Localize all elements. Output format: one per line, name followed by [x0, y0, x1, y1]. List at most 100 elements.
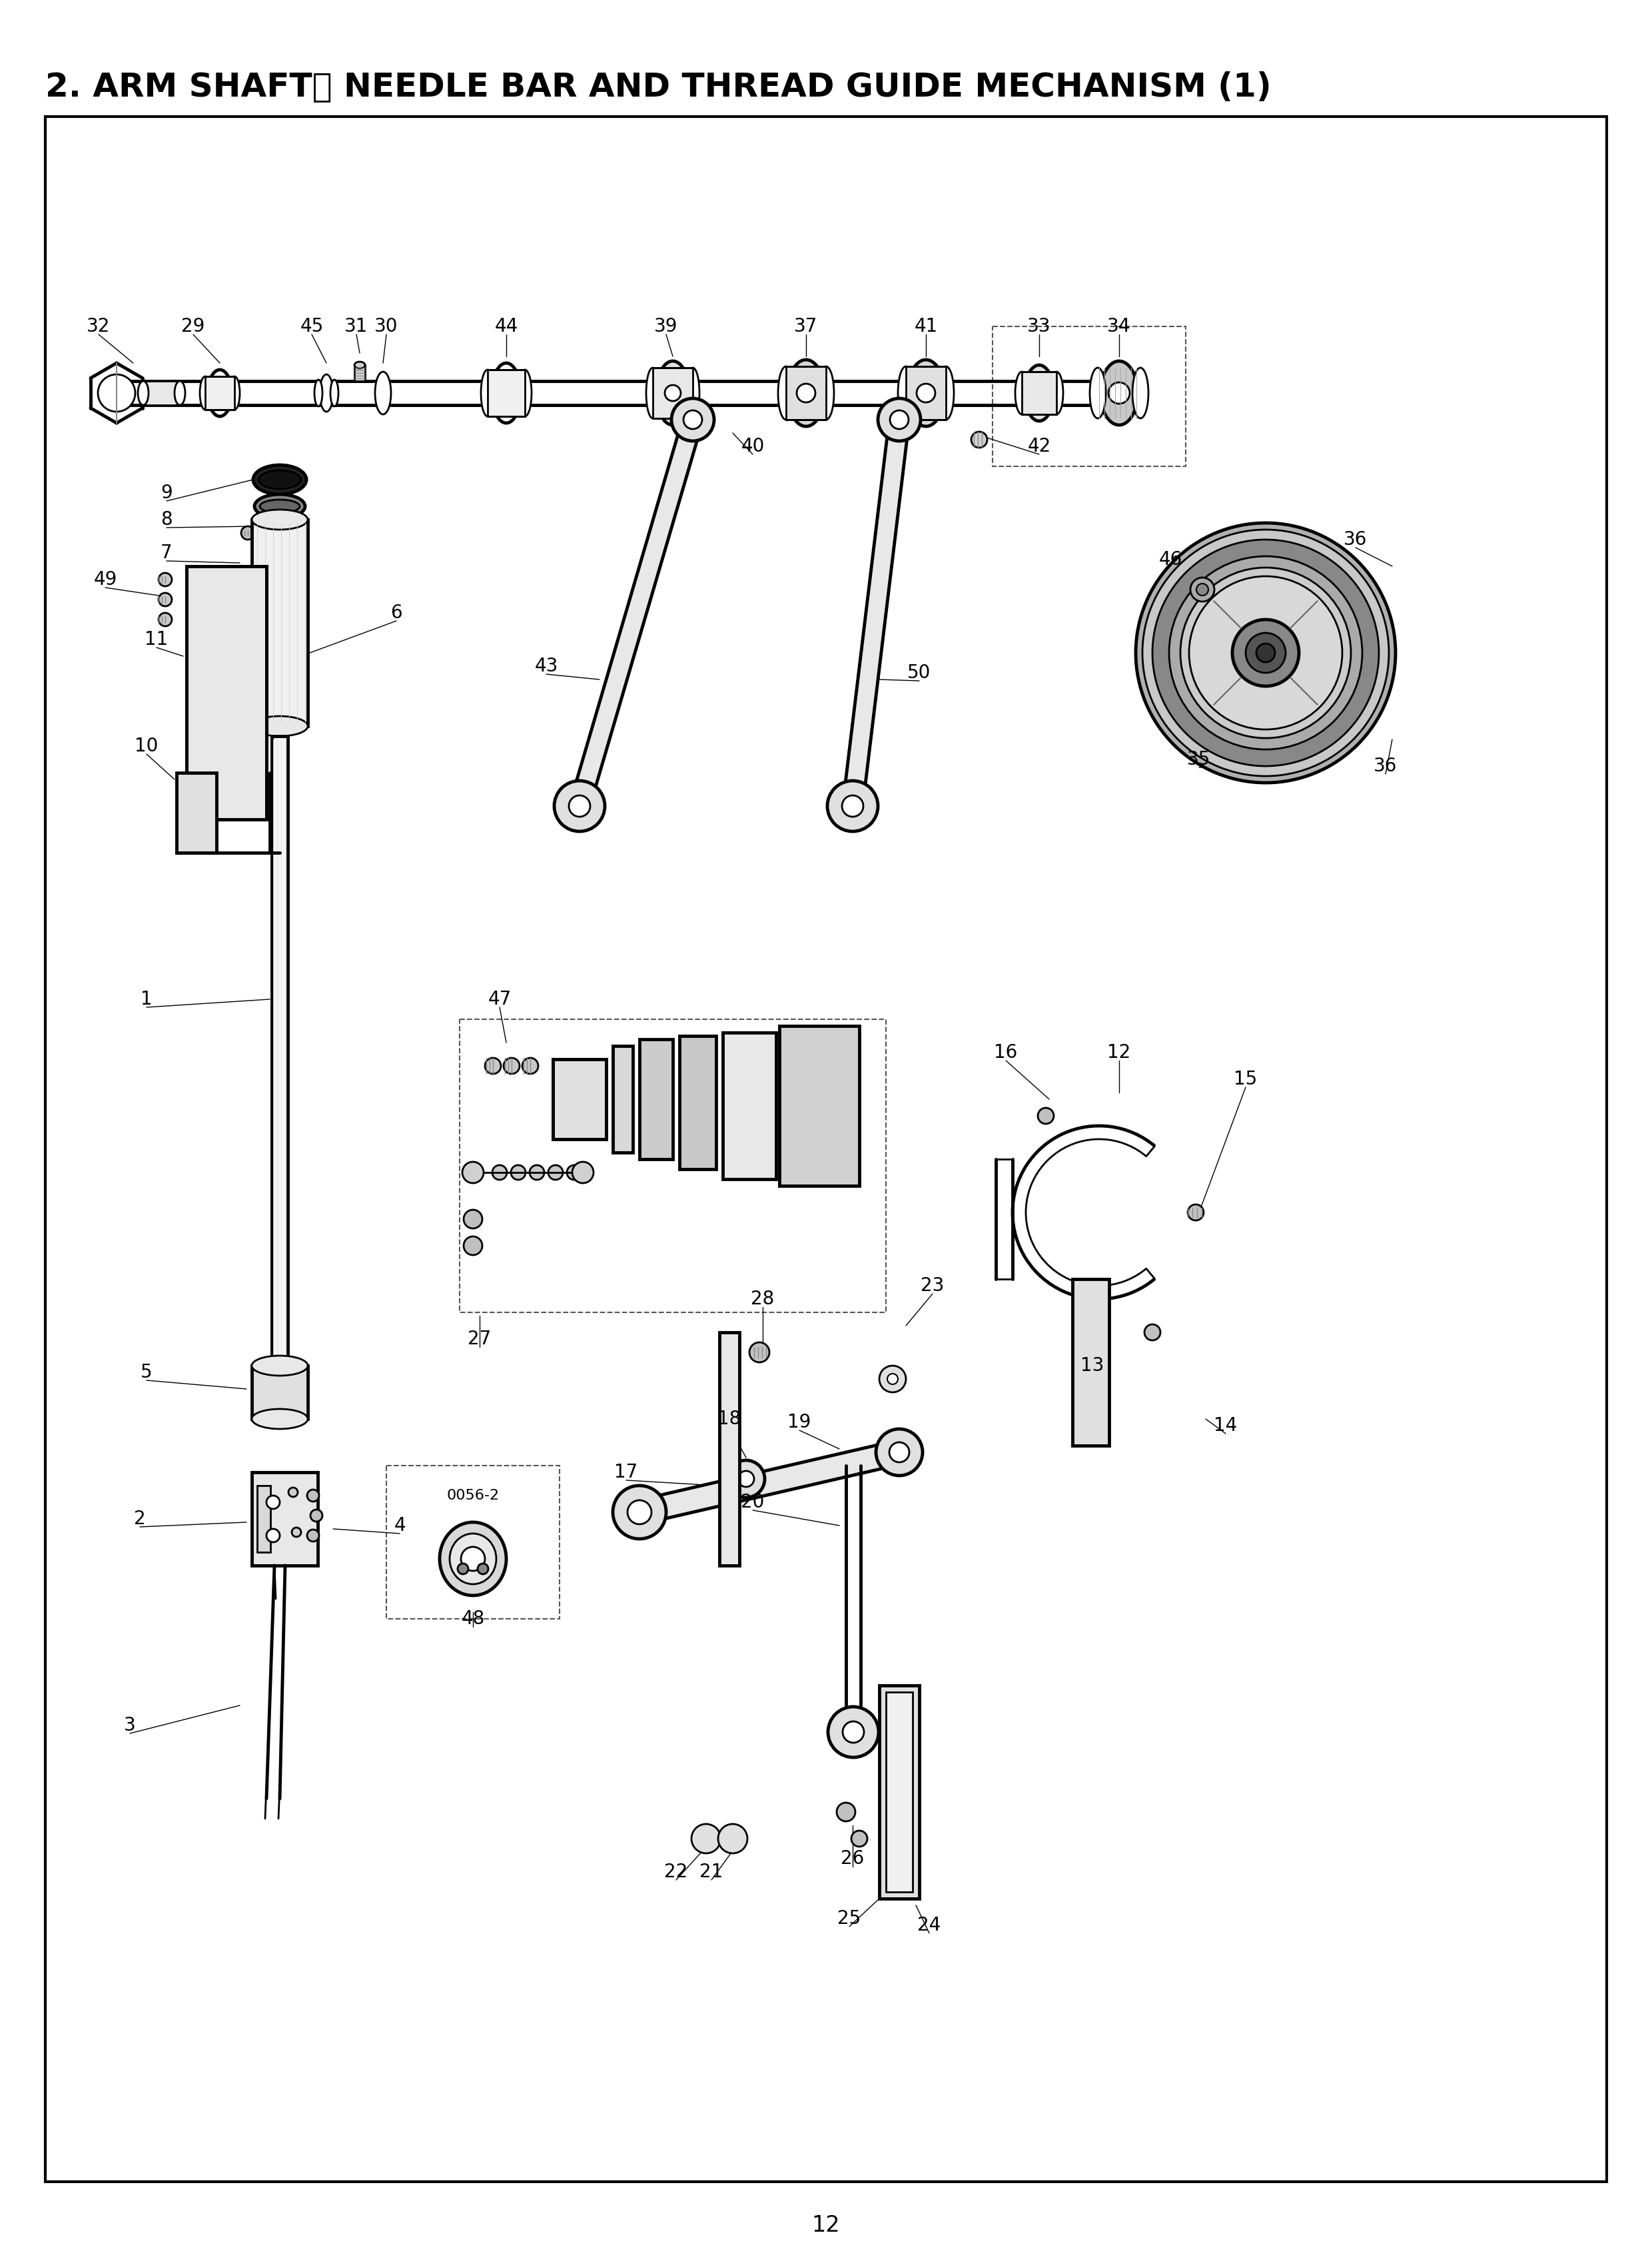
Bar	[639, 1038, 672, 1160]
Ellipse shape	[230, 377, 240, 411]
Circle shape	[664, 386, 681, 402]
Circle shape	[1137, 524, 1396, 783]
Circle shape	[628, 1501, 651, 1523]
Ellipse shape	[1100, 361, 1138, 424]
Circle shape	[464, 1210, 482, 1228]
Ellipse shape	[259, 499, 299, 512]
Ellipse shape	[818, 366, 834, 420]
Text: 19: 19	[788, 1413, 811, 1431]
Circle shape	[877, 399, 920, 440]
Text: 30: 30	[375, 316, 398, 336]
Polygon shape	[570, 418, 702, 808]
Text: 40: 40	[742, 438, 765, 456]
Bar	[613, 1045, 633, 1153]
Circle shape	[1181, 567, 1351, 738]
Text: 44: 44	[494, 316, 519, 336]
Ellipse shape	[439, 1521, 506, 1596]
Circle shape	[889, 1442, 909, 1463]
Circle shape	[522, 1059, 539, 1074]
Ellipse shape	[646, 368, 659, 418]
Circle shape	[463, 1162, 484, 1183]
Bar	[679, 1036, 715, 1169]
Ellipse shape	[251, 1408, 307, 1429]
Text: 17: 17	[615, 1463, 638, 1481]
Ellipse shape	[253, 465, 306, 494]
Text: 26: 26	[841, 1848, 864, 1869]
Bar	[1023, 372, 1057, 415]
Circle shape	[1191, 578, 1214, 603]
Text: 45: 45	[301, 316, 324, 336]
Circle shape	[1246, 632, 1285, 673]
Bar	[205, 377, 235, 411]
Bar	[1072, 1280, 1108, 1444]
Text: 6: 6	[390, 603, 401, 623]
Text: 32: 32	[88, 316, 111, 336]
Circle shape	[97, 375, 135, 411]
Bar	[786, 366, 826, 420]
Text: 42: 42	[1028, 438, 1051, 456]
Ellipse shape	[355, 361, 365, 368]
Circle shape	[241, 526, 254, 539]
Text: 1: 1	[140, 991, 152, 1009]
Circle shape	[510, 1165, 525, 1180]
Ellipse shape	[1049, 372, 1064, 415]
Bar	[251, 1365, 307, 1420]
Text: 31: 31	[345, 316, 368, 336]
Circle shape	[917, 384, 935, 402]
Circle shape	[727, 1460, 765, 1499]
Circle shape	[567, 1165, 582, 1180]
Circle shape	[1232, 618, 1298, 686]
Bar	[487, 370, 525, 415]
Text: 48: 48	[461, 1609, 484, 1627]
Circle shape	[719, 1824, 747, 1853]
Bar	[885, 1693, 912, 1891]
Circle shape	[159, 614, 172, 625]
Ellipse shape	[519, 370, 532, 415]
Circle shape	[548, 1165, 563, 1180]
Bar	[144, 381, 180, 404]
Bar	[355, 366, 365, 381]
Text: 34: 34	[1107, 316, 1132, 336]
Text: 29: 29	[182, 316, 205, 336]
Text: 10: 10	[135, 736, 159, 756]
Ellipse shape	[1024, 366, 1054, 422]
Ellipse shape	[938, 366, 953, 420]
Circle shape	[1143, 530, 1389, 776]
Circle shape	[828, 1706, 879, 1758]
Text: 4: 4	[393, 1517, 405, 1535]
Circle shape	[266, 1528, 279, 1542]
Circle shape	[1189, 576, 1343, 729]
Circle shape	[692, 1824, 720, 1853]
Text: 21: 21	[700, 1862, 724, 1882]
Bar	[387, 1465, 560, 1618]
Text: 15: 15	[1234, 1070, 1257, 1088]
Text: 36: 36	[1374, 756, 1398, 776]
Ellipse shape	[251, 510, 307, 530]
Ellipse shape	[254, 494, 306, 519]
Text: 20: 20	[742, 1492, 765, 1512]
Bar	[177, 772, 216, 853]
Circle shape	[796, 384, 816, 402]
Ellipse shape	[320, 375, 334, 411]
Text: 39: 39	[654, 316, 677, 336]
Circle shape	[458, 1564, 468, 1573]
Text: 22: 22	[664, 1862, 687, 1882]
Ellipse shape	[1132, 368, 1148, 418]
Text: 11: 11	[145, 630, 169, 648]
Circle shape	[1170, 555, 1363, 749]
Circle shape	[492, 1165, 507, 1180]
Ellipse shape	[899, 366, 914, 420]
Text: 33: 33	[1028, 316, 1051, 336]
Text: 9: 9	[160, 483, 172, 503]
Text: 5: 5	[140, 1363, 152, 1381]
Ellipse shape	[449, 1533, 496, 1584]
Circle shape	[568, 794, 590, 817]
Circle shape	[684, 411, 702, 429]
Text: 8: 8	[160, 510, 172, 528]
Polygon shape	[843, 418, 909, 808]
Ellipse shape	[656, 361, 689, 424]
Circle shape	[890, 411, 909, 429]
Circle shape	[553, 781, 605, 831]
Bar	[993, 327, 1186, 467]
Text: 2. ARM SHAFT、 NEEDLE BAR AND THREAD GUIDE MECHANISM (1): 2. ARM SHAFT、 NEEDLE BAR AND THREAD GUID…	[45, 70, 1272, 102]
